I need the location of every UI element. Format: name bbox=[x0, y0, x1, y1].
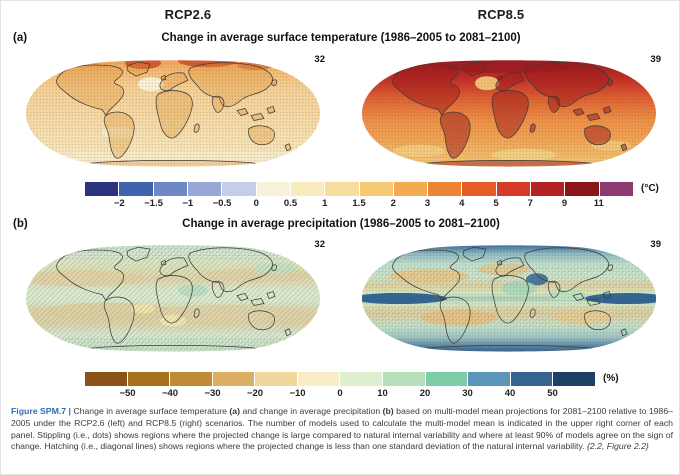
colorbar-segment bbox=[462, 182, 496, 196]
map-precipitation-rcp85: 39 bbox=[359, 238, 661, 359]
colorbar-segment bbox=[531, 182, 565, 196]
colorbar-tick: 1.5 bbox=[352, 198, 366, 209]
precipitation-colorbar-ticks: −50 −40 −30 −20 −10 0 10 20 30 40 50 bbox=[85, 388, 595, 400]
scenario-header-rcp85: RCP8.5 bbox=[477, 7, 525, 22]
figure-caption: Figure SPM.7 | Change in average surface… bbox=[11, 406, 673, 453]
colorbar-segment bbox=[256, 182, 290, 196]
map-temperature-rcp26: 32 bbox=[23, 53, 325, 174]
colorbar-segment bbox=[187, 182, 222, 196]
panel-a-label: (a) bbox=[13, 32, 28, 44]
colorbar-tick: −50 bbox=[119, 388, 136, 399]
colorbar-tick: 0.5 bbox=[283, 198, 298, 209]
temperature-colorbar bbox=[85, 182, 633, 196]
colorbar-segment bbox=[290, 182, 325, 196]
colorbar-tick: −10 bbox=[289, 388, 306, 399]
caption-text: (a) bbox=[229, 406, 241, 416]
colorbar-tick: 3 bbox=[424, 198, 431, 209]
world-map-temperature-rcp26 bbox=[26, 60, 320, 167]
colorbar-tick: 9 bbox=[561, 198, 568, 209]
colorbar-tick: 50 bbox=[547, 388, 558, 399]
colorbar-segment bbox=[510, 372, 553, 386]
colorbar-tick: 1 bbox=[322, 198, 328, 209]
colorbar-segment bbox=[359, 182, 393, 196]
model-count-temperature-rcp26: 32 bbox=[314, 54, 325, 65]
colorbar-segment bbox=[393, 182, 428, 196]
colorbar-tick: −20 bbox=[246, 388, 264, 399]
colorbar-tick: −0.5 bbox=[212, 198, 232, 209]
precipitation-colorbar bbox=[85, 372, 595, 386]
colorbar-segment bbox=[325, 182, 359, 196]
colorbar-tick: 0 bbox=[337, 388, 343, 399]
colorbar-segment bbox=[212, 372, 255, 386]
scenario-header-rcp26: RCP2.6 bbox=[164, 7, 212, 22]
caption-text: {2.2, Figure 2.2} bbox=[586, 441, 649, 452]
colorbar-segment bbox=[565, 182, 599, 196]
colorbar-tick: 10 bbox=[377, 388, 388, 399]
model-count-precipitation-rcp26: 32 bbox=[314, 239, 325, 250]
colorbar-tick: −2 bbox=[113, 198, 125, 209]
colorbar-tick: 4 bbox=[459, 198, 465, 209]
colorbar-segment bbox=[170, 372, 212, 386]
colorbar-segment bbox=[153, 182, 187, 196]
colorbar-segment bbox=[340, 372, 383, 386]
colorbar-tick: 30 bbox=[462, 388, 473, 399]
map-temperature-rcp85: 39 bbox=[359, 53, 661, 174]
map-precipitation-rcp26: 32 bbox=[23, 238, 325, 359]
colorbar-segment bbox=[599, 182, 633, 196]
caption-text: Change in average surface temperature bbox=[73, 406, 230, 416]
panel-a-title: Change in average surface temperature (1… bbox=[161, 32, 521, 44]
colorbar-segment bbox=[297, 372, 340, 386]
panel-b-label: (b) bbox=[13, 218, 28, 230]
temperature-colorbar-unit: (°C) bbox=[641, 183, 659, 194]
colorbar-tick: 2 bbox=[390, 198, 396, 209]
colorbar-tick: 40 bbox=[504, 388, 516, 399]
colorbar-segment bbox=[383, 372, 425, 386]
temperature-colorbar-ticks: −2 −1.5 −1 −0.5 0 0.5 1 1.5 2 3 4 5 7 9 11 bbox=[85, 198, 633, 210]
world-map-temperature-rcp85 bbox=[362, 60, 656, 167]
colorbar-tick: 0 bbox=[253, 198, 259, 209]
colorbar-segment bbox=[468, 372, 510, 386]
colorbar-tick: −40 bbox=[161, 388, 179, 399]
colorbar-segment bbox=[496, 182, 531, 196]
precipitation-colorbar-unit: (%) bbox=[603, 373, 619, 384]
colorbar-segment bbox=[127, 372, 170, 386]
colorbar-segment bbox=[255, 372, 297, 386]
caption-figure-label: Figure SPM.7 | bbox=[11, 406, 74, 416]
colorbar-segment bbox=[425, 372, 468, 386]
model-count-temperature-rcp85: 39 bbox=[650, 54, 661, 65]
world-map-precipitation-rcp85 bbox=[362, 245, 656, 352]
colorbar-tick: −1 bbox=[182, 198, 194, 209]
colorbar-tick: −1.5 bbox=[144, 198, 163, 209]
model-count-precipitation-rcp85: 39 bbox=[650, 239, 661, 250]
colorbar-tick: −30 bbox=[204, 388, 221, 399]
colorbar-tick: 11 bbox=[593, 198, 604, 209]
colorbar-segment bbox=[553, 372, 595, 386]
colorbar-segment bbox=[428, 182, 462, 196]
colorbar-tick: 20 bbox=[419, 388, 431, 399]
colorbar-tick: 7 bbox=[527, 198, 533, 209]
colorbar-segment bbox=[85, 372, 127, 386]
colorbar-tick: 5 bbox=[493, 198, 499, 209]
world-map-precipitation-rcp26 bbox=[26, 245, 320, 352]
panel-b-title: Change in average precipitation (1986–20… bbox=[182, 218, 500, 230]
caption-text: and change in average precipitation bbox=[240, 406, 383, 416]
caption-text: (b) bbox=[382, 406, 394, 416]
caption-text: based on multi-model mean projections fo… bbox=[11, 406, 673, 452]
colorbar-segment bbox=[222, 182, 256, 196]
colorbar-segment bbox=[85, 182, 119, 196]
colorbar-segment bbox=[119, 182, 153, 196]
